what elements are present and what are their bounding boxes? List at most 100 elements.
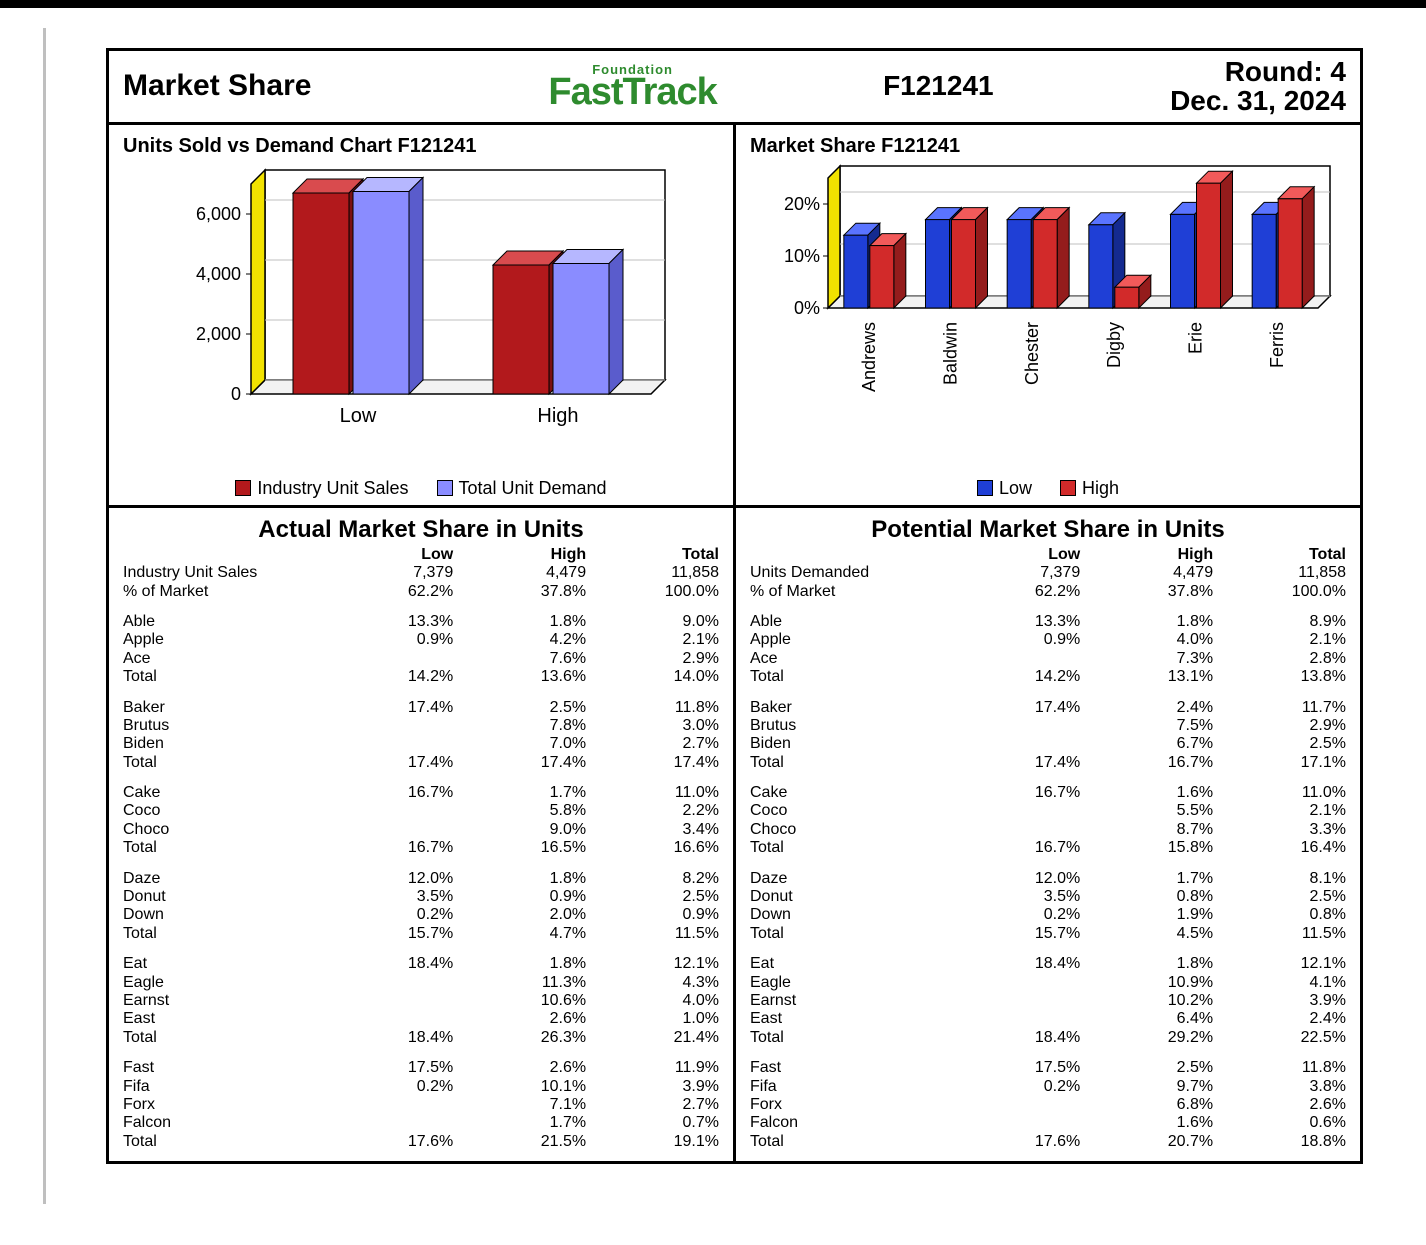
- row-label: Eat: [746, 943, 951, 973]
- table-row: Forx7.1%2.7%: [119, 1096, 723, 1114]
- row-value: 7,379: [951, 564, 1084, 582]
- table-row: Down0.2%2.0%0.9%: [119, 906, 723, 924]
- share-chart-body: 0%10%20%AndrewsBaldwinChesterDigbyErieFe…: [750, 164, 1346, 470]
- row-value: 16.7%: [324, 839, 457, 857]
- row-value: 62.2%: [324, 583, 457, 601]
- row-label: Industry Unit Sales: [119, 564, 324, 582]
- svg-text:Low: Low: [340, 405, 377, 427]
- share-chart-title: Market Share F121241: [750, 135, 1346, 158]
- table-row: Total18.4%29.2%22.5%: [746, 1029, 1350, 1047]
- potential-table-title: Potential Market Share in Units: [746, 516, 1350, 544]
- row-label: Total: [746, 1029, 951, 1047]
- row-value: 2.4%: [1084, 687, 1217, 717]
- table-row: Down0.2%1.9%0.8%: [746, 906, 1350, 924]
- table-row: Brutus7.5%2.9%: [746, 717, 1350, 735]
- units-chart: 02,0004,0006,000LowHigh: [161, 164, 681, 444]
- table-column-header: Total: [590, 546, 723, 564]
- row-value: 2.5%: [1217, 888, 1350, 906]
- row-label: Falcon: [119, 1114, 324, 1132]
- row-value: 3.5%: [951, 888, 1084, 906]
- row-value: 2.2%: [590, 802, 723, 820]
- row-value: 17.4%: [590, 754, 723, 772]
- row-value: 2.0%: [457, 906, 590, 924]
- share-chart-legend: LowHigh: [750, 470, 1346, 499]
- row-value: 14.2%: [951, 668, 1084, 686]
- row-value: 14.0%: [590, 668, 723, 686]
- share-chart: 0%10%20%AndrewsBaldwinChesterDigbyErieFe…: [758, 164, 1338, 444]
- row-value: 18.4%: [951, 943, 1084, 973]
- row-label: Fast: [746, 1047, 951, 1077]
- row-value: 18.4%: [324, 1029, 457, 1047]
- table-column-header: [746, 546, 951, 564]
- row-label: Brutus: [746, 717, 951, 735]
- row-value: 12.1%: [590, 943, 723, 973]
- table-row: Total16.7%15.8%16.4%: [746, 839, 1350, 857]
- table-row: Cake16.7%1.6%11.0%: [746, 772, 1350, 802]
- row-value: 2.9%: [590, 650, 723, 668]
- row-label: Biden: [746, 735, 951, 753]
- table-row: Total18.4%26.3%21.4%: [119, 1029, 723, 1047]
- row-label: Donut: [746, 888, 951, 906]
- row-value: 4.5%: [1084, 925, 1217, 943]
- row-value: 15.7%: [324, 925, 457, 943]
- table-row: Eat18.4%1.8%12.1%: [119, 943, 723, 973]
- row-value: 11.5%: [1217, 925, 1350, 943]
- row-value: 2.5%: [590, 888, 723, 906]
- row-value: 3.3%: [1217, 821, 1350, 839]
- table-row: Fast17.5%2.6%11.9%: [119, 1047, 723, 1077]
- row-label: Baker: [119, 687, 324, 717]
- actual-table: LowHighTotalIndustry Unit Sales7,3794,47…: [119, 546, 723, 1151]
- row-value: 0.2%: [951, 906, 1084, 924]
- row-value: [951, 650, 1084, 668]
- table-row: Ace7.6%2.9%: [119, 650, 723, 668]
- row-value: 0.8%: [1217, 906, 1350, 924]
- row-value: 2.1%: [590, 631, 723, 649]
- row-label: Total: [746, 1133, 951, 1151]
- table-row: Fifa0.2%9.7%3.8%: [746, 1078, 1350, 1096]
- row-value: [951, 992, 1084, 1010]
- row-value: [951, 1010, 1084, 1028]
- table-row: Total15.7%4.7%11.5%: [119, 925, 723, 943]
- table-row: Falcon1.6%0.6%: [746, 1114, 1350, 1132]
- row-label: Eagle: [119, 974, 324, 992]
- table-column-header: High: [457, 546, 590, 564]
- table-row: Biden7.0%2.7%: [119, 735, 723, 753]
- table-row: Apple0.9%4.0%2.1%: [746, 631, 1350, 649]
- table-row: Total17.4%16.7%17.1%: [746, 754, 1350, 772]
- table-row: Choco8.7%3.3%: [746, 821, 1350, 839]
- table-row: Total16.7%16.5%16.6%: [119, 839, 723, 857]
- row-value: 11.8%: [590, 687, 723, 717]
- row-value: 4,479: [1084, 564, 1217, 582]
- row-value: 10.1%: [457, 1078, 590, 1096]
- table-row: Able13.3%1.8%9.0%: [119, 601, 723, 631]
- row-value: 6.4%: [1084, 1010, 1217, 1028]
- row-value: 1.6%: [1084, 1114, 1217, 1132]
- row-value: [324, 802, 457, 820]
- row-label: Choco: [119, 821, 324, 839]
- row-value: 0.9%: [324, 631, 457, 649]
- row-label: Total: [746, 754, 951, 772]
- row-value: 17.6%: [951, 1133, 1084, 1151]
- round-label: Round: 4: [1055, 57, 1346, 86]
- row-value: 1.7%: [457, 1114, 590, 1132]
- row-value: 1.7%: [1084, 858, 1217, 888]
- row-label: Donut: [119, 888, 324, 906]
- table-row: Baker17.4%2.4%11.7%: [746, 687, 1350, 717]
- row-value: 3.4%: [590, 821, 723, 839]
- row-value: 5.5%: [1084, 802, 1217, 820]
- row-value: 18.8%: [1217, 1133, 1350, 1151]
- row-label: Total: [119, 1029, 324, 1047]
- table-column-header: Low: [951, 546, 1084, 564]
- row-value: 9.0%: [457, 821, 590, 839]
- report-header: Market Share Foundation FastTrack F12124…: [109, 51, 1360, 125]
- row-label: Coco: [746, 802, 951, 820]
- row-value: 8.1%: [1217, 858, 1350, 888]
- row-label: Coco: [119, 802, 324, 820]
- row-value: 11.3%: [457, 974, 590, 992]
- row-value: 16.7%: [951, 839, 1084, 857]
- svg-text:2,000: 2,000: [196, 324, 241, 344]
- row-value: 0.6%: [1217, 1114, 1350, 1132]
- table-row: East6.4%2.4%: [746, 1010, 1350, 1028]
- row-label: Apple: [119, 631, 324, 649]
- row-label: Eagle: [746, 974, 951, 992]
